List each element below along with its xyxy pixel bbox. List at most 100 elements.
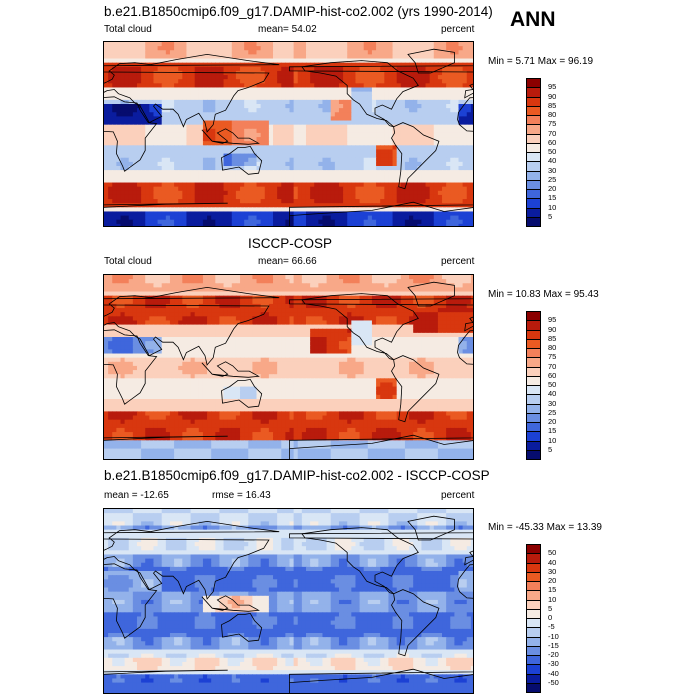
colorbar-segment: [526, 440, 541, 451]
colorbar-tick-label: 80: [548, 110, 557, 119]
colorbar-segment: [526, 320, 541, 331]
colorbar-segment: [526, 179, 541, 190]
colorbar-tick-label: -20: [548, 650, 559, 659]
panel-3-units-label: percent: [441, 490, 475, 501]
colorbar-segment: [526, 422, 541, 433]
colorbar-tick-label: 25: [548, 407, 557, 417]
colorbar-segment: [526, 366, 541, 377]
panel-2-variable-label: Total cloud: [104, 256, 152, 267]
colorbar-segment: [526, 608, 541, 619]
colorbar-segment: [526, 78, 541, 89]
colorbar-tick-label: 30: [548, 165, 557, 175]
colorbar-tick-label: -15: [548, 640, 559, 650]
panel-3-mean-label: mean = -12.65: [104, 490, 169, 501]
panel-1-map-svg: [104, 42, 473, 226]
colorbar-segment: [526, 673, 541, 684]
panel-2-map: [103, 274, 474, 460]
colorbar-segment: [526, 431, 541, 442]
colorbar-tick-label: 90: [548, 91, 557, 101]
colorbar-tick-label: 85: [548, 100, 557, 110]
colorbar-tick-label: 70: [548, 128, 557, 138]
panel-1-map: [103, 41, 474, 227]
colorbar-segment: [526, 412, 541, 423]
season-label: ANN: [510, 8, 556, 31]
panel-2-min-max: Min = 10.83 Max = 95.43: [488, 289, 599, 300]
colorbar-tick-label: 10: [548, 594, 557, 604]
colorbar-segment: [526, 590, 541, 601]
colorbar-segment: [526, 170, 541, 181]
colorbar-segment: [526, 562, 541, 573]
colorbar-tick-label: 75: [548, 352, 557, 362]
colorbar-tick-label: 60: [548, 370, 557, 380]
colorbar-tick-label: 10: [548, 435, 557, 445]
colorbar-segment: [526, 544, 541, 555]
panel-3-rmse-label: rmse = 16.43: [212, 490, 271, 501]
colorbar-tick-label: 15: [548, 193, 557, 203]
panel-2-map-svg: [104, 275, 473, 459]
colorbar-tick-label: 5: [548, 603, 553, 613]
panel-2-units-label: percent: [441, 256, 475, 267]
colorbar-segment: [526, 581, 541, 592]
panel-3-map: [103, 508, 474, 694]
coastlines: [104, 48, 473, 226]
field-shading: [104, 42, 473, 226]
panel-3-min-max: Min = -45.33 Max = 13.39: [488, 522, 602, 533]
colorbar-tick-label: 50: [548, 548, 557, 558]
coastlines: [104, 515, 473, 693]
colorbar-tick-label: 40: [548, 557, 557, 567]
colorbar-segment: [526, 357, 541, 368]
colorbar-segment: [526, 161, 541, 172]
colorbar-tick-label: 50: [548, 380, 557, 389]
colorbar-tick-label: 20: [548, 417, 557, 426]
colorbar-tick-label: 0: [548, 613, 553, 622]
colorbar-tick-label: 50: [548, 147, 557, 156]
colorbar-segment: [526, 105, 541, 116]
colorbar-segment: [526, 115, 541, 126]
colorbar-tick-label: 95: [548, 315, 557, 325]
colorbar-tick-label: 5: [548, 211, 553, 221]
panel-1-mean-label: mean= 54.02: [258, 24, 317, 35]
colorbar-segment: [526, 571, 541, 582]
colorbar-segment: [526, 189, 541, 200]
colorbar-segment: [526, 375, 541, 386]
colorbar-segment: [526, 394, 541, 405]
panel-2-title: ISCCP-COSP: [248, 236, 333, 251]
colorbar-tick-label: 15: [548, 426, 557, 436]
colorbar-segment: [526, 385, 541, 396]
colorbar-segment: [526, 87, 541, 98]
panel-1-colorbar: 95 90 85 80 75 70 60 50 40 30 25 20 15 10 5: [526, 78, 586, 227]
colorbar-segment: [526, 553, 541, 564]
colorbar-tick-label: 15: [548, 585, 557, 595]
colorbar-segment: [526, 636, 541, 647]
colorbar-segment: [526, 198, 541, 209]
colorbar-tick-label: -30: [548, 659, 559, 669]
colorbar-tick-label: -50: [548, 677, 559, 687]
colorbar-segment: [526, 618, 541, 629]
colorbar-segment: [526, 682, 541, 693]
panel-1-title: b.e21.B1850cmip6.f09_g17.DAMIP-hist-co2.…: [104, 4, 493, 19]
colorbar-tick-label: 75: [548, 119, 557, 129]
colorbar-tick-label: 70: [548, 361, 557, 371]
panel-2-colorbar: 95 90 85 80 75 70 60 50 40 30 25 20 15 10 5: [526, 311, 586, 460]
colorbar-tick-label: 60: [548, 137, 557, 147]
colorbar-segment: [526, 655, 541, 666]
colorbar-tick-label: -5: [548, 622, 555, 632]
colorbar-tick-label: 10: [548, 202, 557, 212]
colorbar-segment: [526, 449, 541, 460]
colorbar-segment: [526, 599, 541, 610]
colorbar-segment: [526, 645, 541, 656]
panel-3-colorbar: 50 40 30 20 15 10 5 0 -5 -10 -15 -20 -30 -40 -50: [526, 544, 586, 693]
colorbar-segment: [526, 124, 541, 135]
panel-1-variable-label: Total cloud: [104, 24, 152, 35]
colorbar-tick-label: -10: [548, 631, 559, 641]
colorbar-segment: [526, 348, 541, 359]
panel-3-title: b.e21.B1850cmip6.f09_g17.DAMIP-hist-co2.…: [104, 468, 490, 483]
panel-3-map-svg: [104, 509, 473, 693]
colorbar-segment: [526, 152, 541, 163]
colorbar-segment: [526, 664, 541, 675]
colorbar-segment: [526, 403, 541, 414]
colorbar-segment: [526, 338, 541, 349]
colorbar-tick-label: 25: [548, 174, 557, 184]
colorbar-tick-label: 90: [548, 324, 557, 334]
colorbar-tick-label: 20: [548, 184, 557, 193]
